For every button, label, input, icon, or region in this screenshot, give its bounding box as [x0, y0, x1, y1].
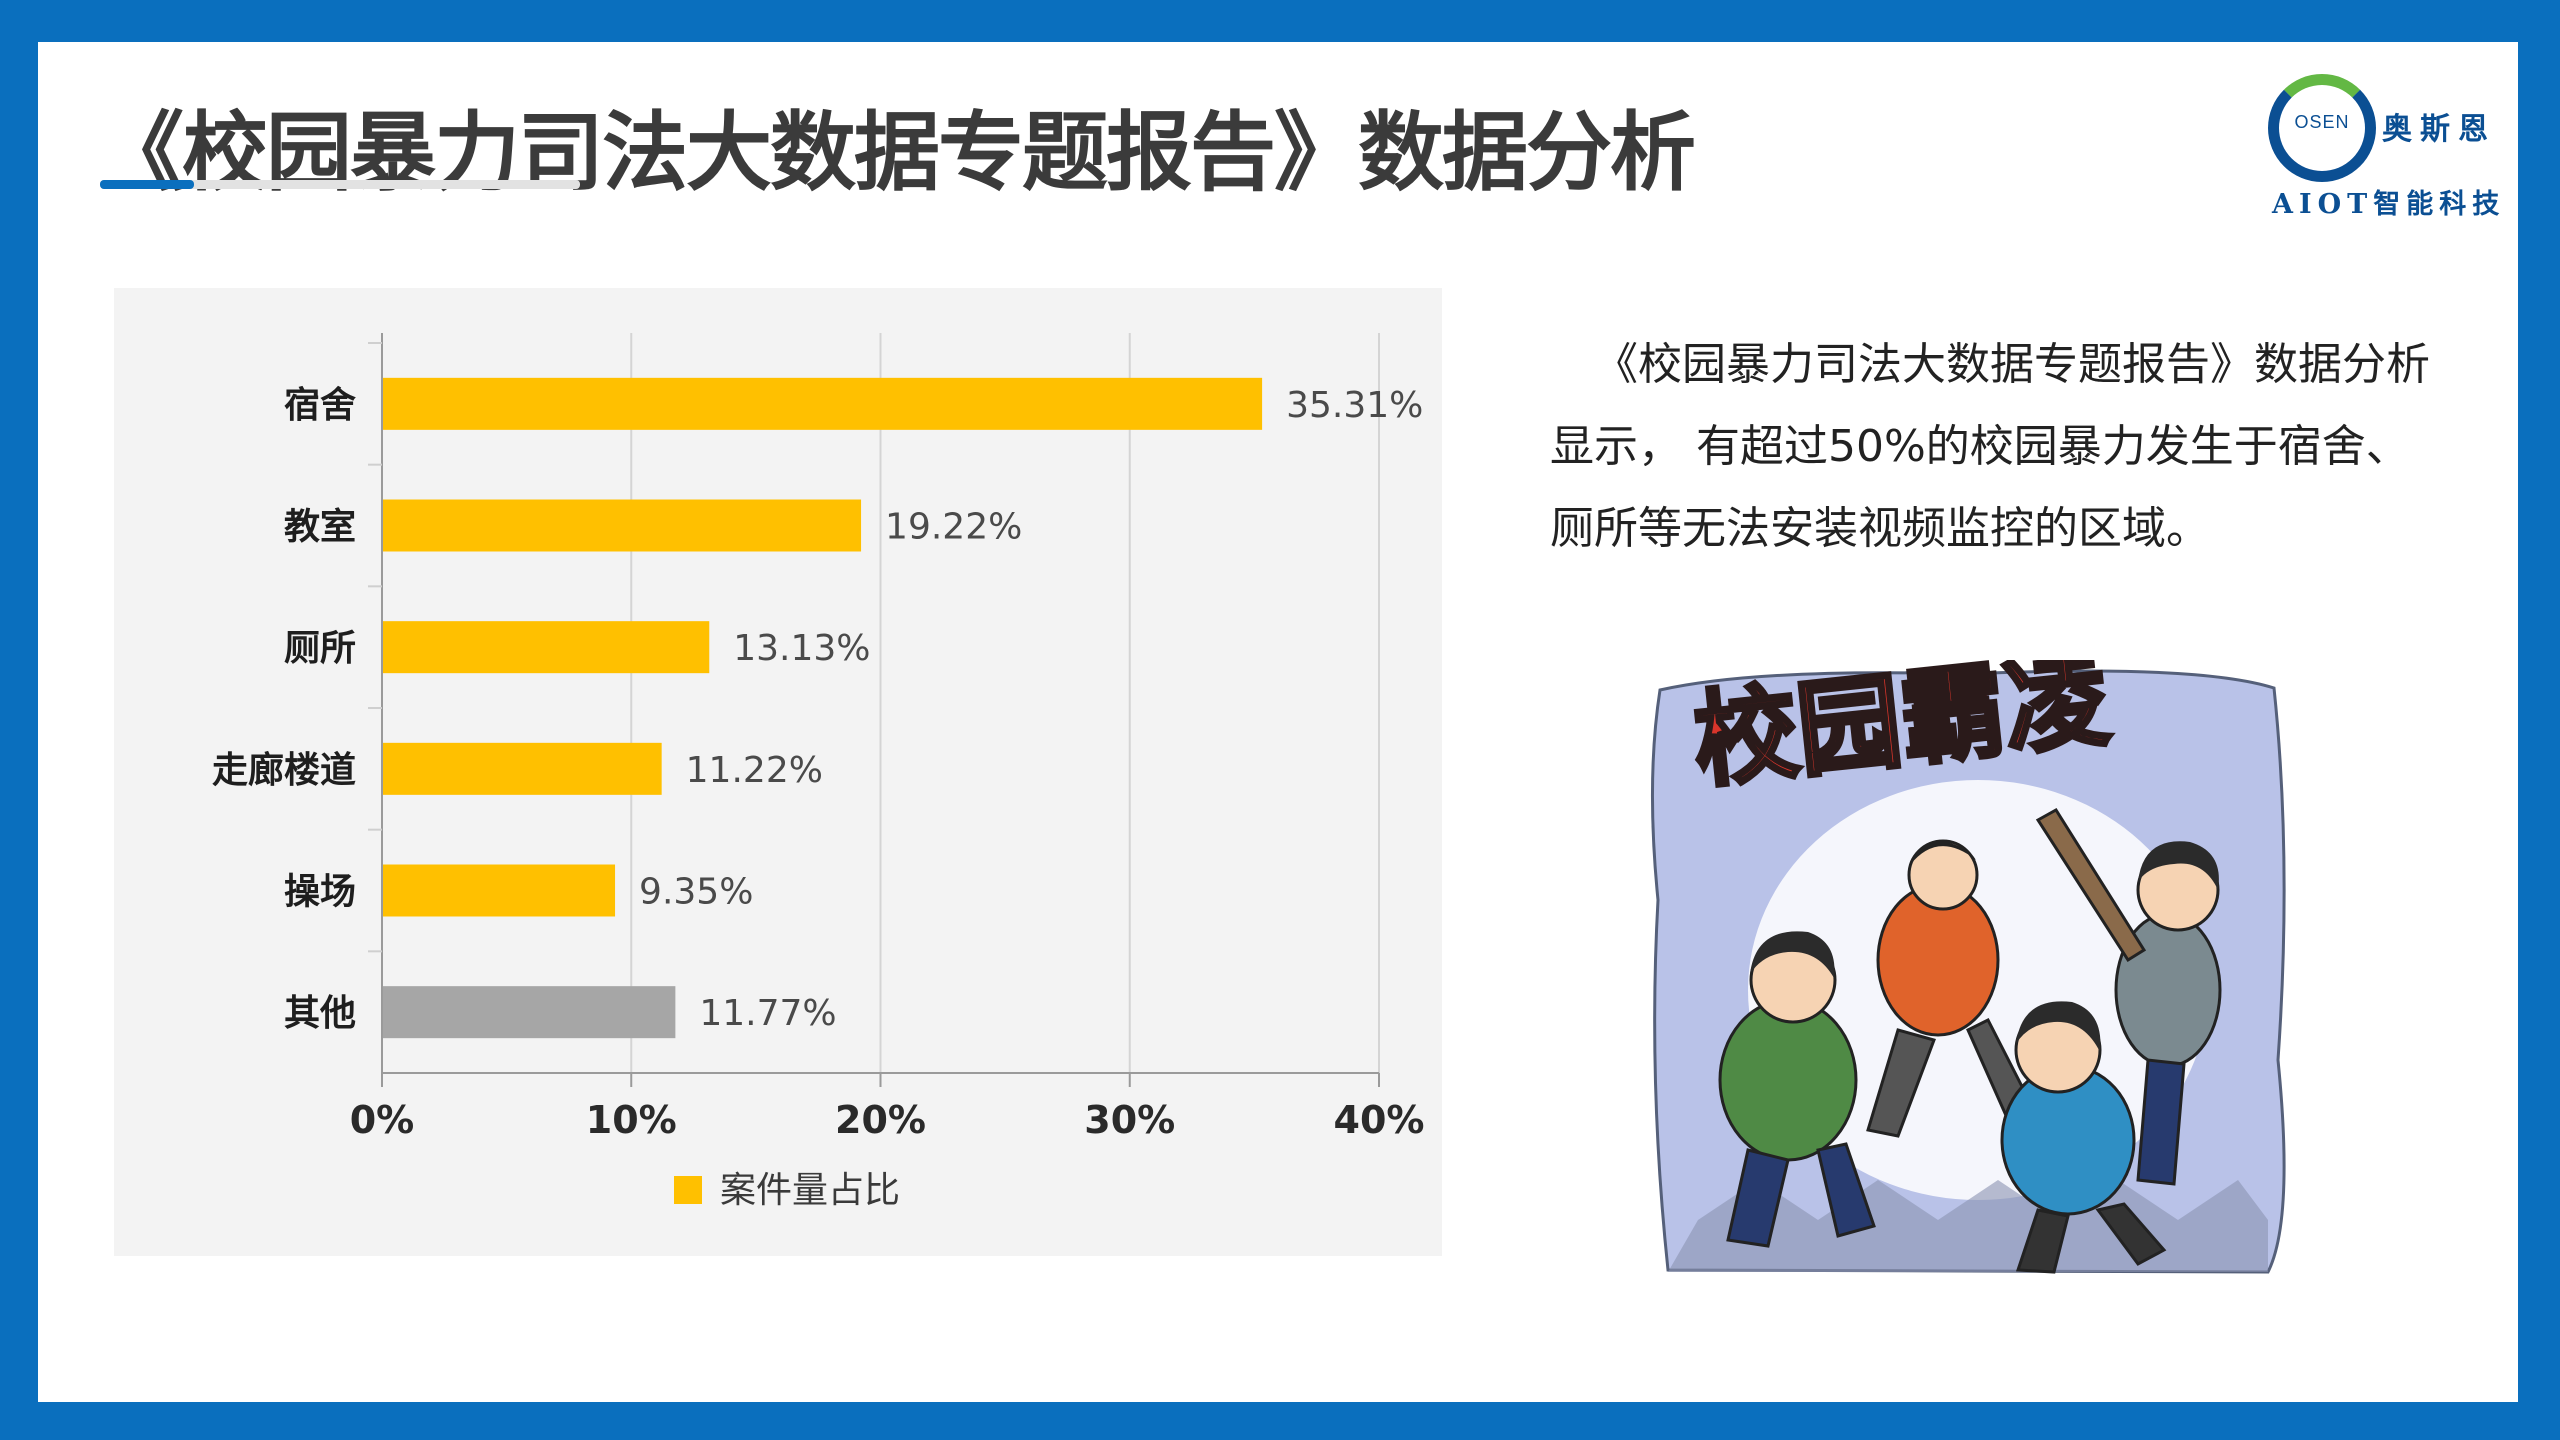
category-label: 宿舍 — [284, 385, 356, 426]
category-label: 厕所 — [284, 628, 356, 669]
category-label: 操场 — [284, 872, 356, 913]
bar-chart: 0% 10% 20% 30% 40% 宿舍 35.31% 教室 19.22% 厕所 13.13% 走廊… — [212, 333, 1425, 1211]
x-tick-label: 30% — [1084, 1098, 1175, 1142]
company-logo: OSEN 奥斯恩 AIOT智能科技 — [2256, 56, 2499, 220]
bar-chart-panel: 0% 10% 20% 30% 40% 宿舍 35.31% 教室 19.22% 厕所 13.13% 走廊… — [114, 288, 1442, 1256]
x-tick-label: 40% — [1334, 1098, 1425, 1142]
bar-1 — [383, 377, 1263, 430]
description-text: 《校园暴力司法大数据专题报告》数据分析显示， 有超过50%的校园暴力发生于宿舍、… — [1550, 339, 2430, 554]
x-tick-label: 20% — [835, 1098, 926, 1142]
category-label: 走廊楼道 — [212, 750, 356, 791]
bar-4 — [383, 742, 662, 795]
title-underline-accent — [100, 180, 194, 189]
data-label: 11.77% — [699, 993, 836, 1034]
data-label: 11.22% — [686, 750, 823, 791]
legend-swatch — [674, 1176, 702, 1204]
data-label: 19.22% — [885, 507, 1022, 548]
slide: 《校园暴力司法大数据专题报告》数据分析 OSEN 奥斯恩 AIOT智能科技 0%… — [38, 42, 2518, 1402]
data-label: 13.13% — [733, 628, 870, 669]
bar-6 — [383, 986, 676, 1039]
bar-3 — [383, 621, 710, 674]
bar-2 — [383, 499, 862, 552]
category-label: 教室 — [284, 507, 356, 548]
category-label: 其他 — [284, 993, 356, 1034]
logo-ring-icon — [2268, 74, 2376, 182]
data-label: 35.31% — [1286, 385, 1423, 426]
logo-ring-text: OSEN — [2294, 112, 2350, 132]
x-tick-label: 0% — [350, 1098, 415, 1142]
x-tick-label: 10% — [586, 1098, 677, 1142]
logo-name: 奥斯恩 — [2382, 112, 2496, 147]
bar-5 — [383, 864, 616, 917]
logo-subtitle: AIOT智能科技 — [2272, 189, 2506, 220]
bullying-cartoon: 校园霸凌 — [1638, 636, 2298, 1282]
legend-label: 案件量占比 — [720, 1170, 900, 1211]
data-label: 9.35% — [639, 872, 753, 913]
title-underline — [100, 180, 580, 189]
cartoon-illustration: 校园霸凌 — [1650, 636, 2286, 1274]
